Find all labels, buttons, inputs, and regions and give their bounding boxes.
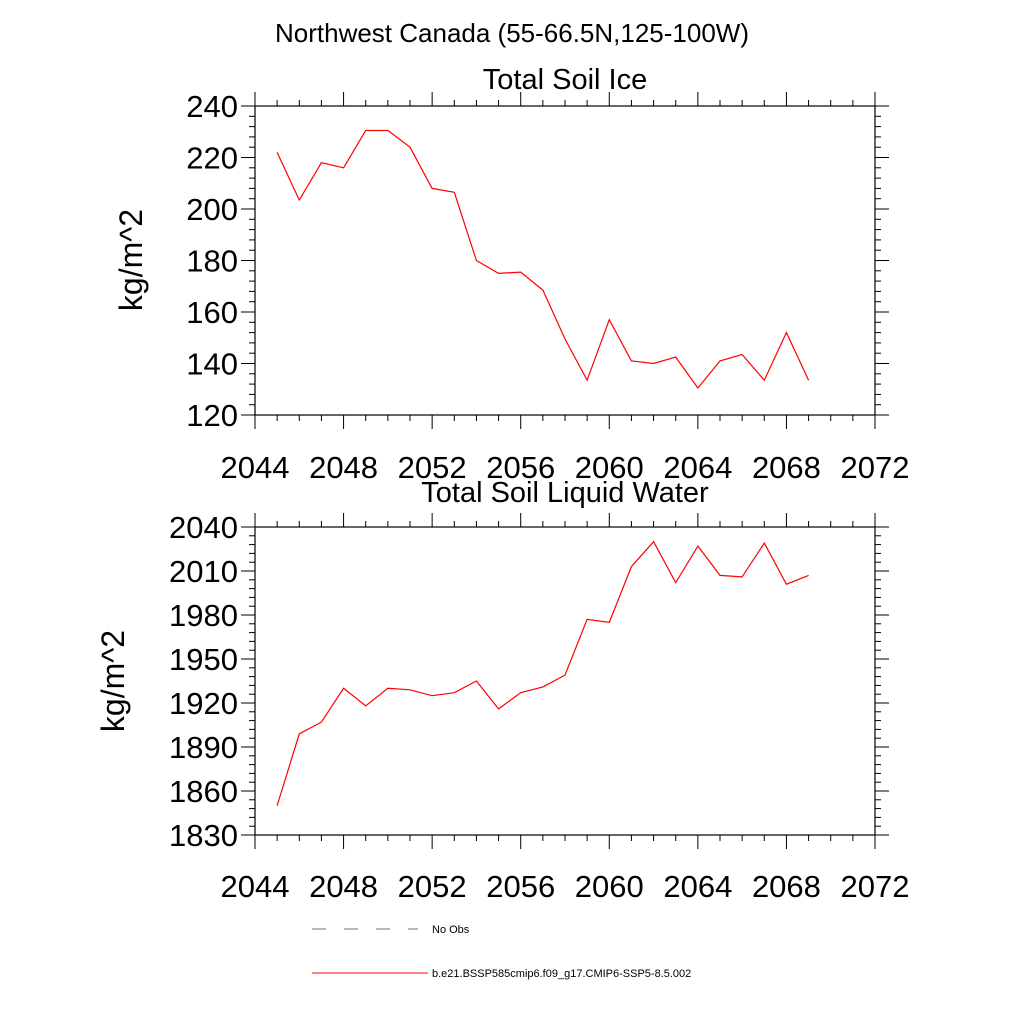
- legend: No Obs b.e21.BSSP585cmip6.f09_g17.CMIP6-…: [312, 924, 691, 980]
- x-tick-label: 2056: [486, 450, 555, 485]
- y-tick-label: 1950: [169, 642, 238, 677]
- y-tick-label: 160: [186, 295, 238, 330]
- x-tick-label: 2048: [309, 450, 378, 485]
- x-tick-label: 2060: [575, 450, 644, 485]
- y-tick-label: 1860: [169, 774, 238, 809]
- x-tick-label: 2044: [221, 450, 290, 485]
- x-tick-label: 2060: [575, 869, 644, 904]
- x-tick-label: 2072: [841, 450, 910, 485]
- x-tick-label: 2056: [486, 869, 555, 904]
- series-line: [276, 540, 809, 806]
- y-tick-label: 140: [186, 347, 238, 382]
- y-axis-label: kg/m^2: [113, 209, 149, 311]
- legend-model-label: b.e21.BSSP585cmip6.f09_g17.CMIP6-SSP5-8.…: [432, 968, 691, 980]
- chart-panel-soil-ice: Total Soil Ice kg/m^2 2044 2048 2052 2056 20…: [113, 64, 909, 485]
- x-tick-label: 2052: [398, 869, 467, 904]
- x-tick-label: 2064: [663, 869, 732, 904]
- y-tick-label: 2040: [169, 510, 238, 545]
- y-tick-label: 180: [186, 244, 238, 279]
- y-tick-label: 1920: [169, 686, 238, 721]
- y-tick-label: 220: [186, 141, 238, 176]
- y-axis-label: kg/m^2: [95, 630, 131, 732]
- x-tick-label: 2048: [309, 869, 378, 904]
- x-tick-label: 2064: [663, 450, 732, 485]
- y-tick-label: 1890: [169, 730, 238, 765]
- y-tick-label: 1830: [169, 818, 238, 853]
- x-tick-label: 2052: [398, 450, 467, 485]
- y-tick-label: 240: [186, 89, 238, 124]
- x-tick-label: 2068: [752, 869, 821, 904]
- series-line: [276, 129, 810, 389]
- x-tick-label: 2044: [221, 869, 290, 904]
- y-tick-label: 200: [186, 192, 238, 227]
- chart-title: Total Soil Ice: [483, 64, 647, 96]
- y-tick-label: 120: [186, 398, 238, 433]
- x-tick-label: 2072: [841, 869, 910, 904]
- y-tick-label: 2010: [169, 554, 238, 589]
- figure-title: Northwest Canada (55-66.5N,125-100W): [275, 18, 749, 48]
- chart-panel-soil-liquid-water: Total Soil Liquid Water kg/m^2 2044 2048 2…: [95, 477, 909, 904]
- x-tick-label: 2068: [752, 450, 821, 485]
- chart-title: Total Soil Liquid Water: [421, 477, 709, 509]
- y-tick-label: 1980: [169, 598, 238, 633]
- legend-obs-label: No Obs: [432, 924, 470, 936]
